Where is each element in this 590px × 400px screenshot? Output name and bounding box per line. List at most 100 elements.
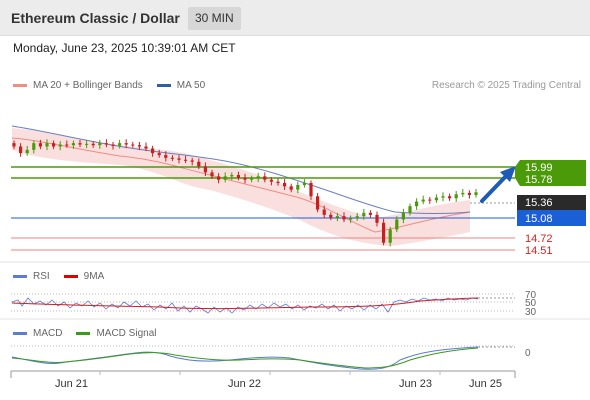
rsi-ma-swatch: [63, 275, 78, 278]
rsi-legend: RSI 9MA: [13, 271, 104, 282]
rsi-swatch: [13, 275, 27, 278]
candle-body: [401, 212, 405, 220]
research-credit: Research © 2025 Trading Central: [431, 80, 581, 91]
candle-body: [157, 153, 161, 156]
candle-body: [151, 148, 155, 154]
pivot-label-box: [517, 210, 586, 226]
candle-body: [38, 143, 42, 147]
candle-body: [85, 143, 89, 145]
candle-body: [52, 143, 56, 147]
candle-body: [217, 176, 221, 180]
macd-signal-legend-label: MACD Signal: [96, 328, 157, 339]
candle-body: [104, 143, 108, 145]
rsi-line: [11, 297, 479, 314]
resistance-label-2: 15.78: [525, 174, 553, 186]
candle-body: [461, 192, 465, 195]
candle-body: [98, 143, 102, 146]
support-label-2: 14.51: [525, 245, 553, 257]
ma20-line: [11, 137, 471, 233]
forecast-arrow: [480, 172, 510, 203]
rsi-axis-70: 70: [525, 290, 537, 301]
instrument-title: Ethereum Classic / Dollar: [11, 10, 180, 26]
candle-body: [170, 157, 174, 159]
candle-body: [65, 144, 69, 146]
candle-body: [177, 158, 181, 160]
candle-body: [441, 196, 445, 198]
forecast-arrowhead: [500, 166, 516, 182]
macd-legend-label: MACD: [33, 328, 63, 339]
candle-body: [210, 172, 214, 177]
candle-body: [276, 181, 280, 183]
rsi-ma-line: [11, 297, 479, 310]
macd-axis-0: 0: [525, 348, 531, 359]
candle-body: [190, 160, 194, 162]
rsi-ma-legend-label: 9MA: [83, 271, 105, 282]
candle-body: [388, 229, 392, 243]
bollinger-band: [12, 128, 470, 246]
candle-body: [349, 218, 353, 220]
candle-body: [269, 179, 273, 182]
candle-body: [368, 212, 372, 215]
candle-body: [250, 178, 254, 180]
rsi-legend-label: RSI: [33, 271, 50, 282]
candle-body: [256, 176, 260, 179]
candle-body: [342, 216, 346, 220]
candle-body: [428, 199, 432, 201]
candle-body: [124, 143, 128, 145]
candle-body: [197, 161, 201, 167]
candle-body: [283, 183, 287, 187]
candle-body: [19, 146, 23, 154]
candle-body: [58, 144, 62, 147]
main-legend: MA 20 + Bollinger Bands MA 50: [13, 80, 205, 91]
ma50-legend-label: MA 50: [176, 80, 206, 91]
candlestick-series: [12, 139, 478, 247]
candle-body: [71, 143, 75, 146]
candle-body: [375, 214, 379, 223]
ma20-legend-label: MA 20 + Bollinger Bands: [33, 80, 143, 91]
rsi-axis-50: 50: [525, 298, 537, 309]
macd-line: [11, 346, 479, 370]
candle-body: [263, 176, 267, 180]
candle-body: [322, 209, 326, 215]
candle-body: [243, 177, 247, 180]
macd-signal-swatch: [76, 332, 91, 335]
candle-body: [408, 206, 412, 213]
candle-body: [118, 143, 122, 146]
candle-body: [91, 143, 95, 146]
candle-body: [78, 143, 82, 145]
candle-body: [316, 196, 320, 210]
candle-body: [355, 216, 359, 219]
candle-body: [448, 196, 452, 199]
candle-body: [32, 143, 36, 150]
resistance-label-1: 15.99: [525, 162, 553, 174]
x-axis-label-jun21: Jun 21: [55, 378, 88, 390]
current-price-box: [517, 195, 586, 210]
x-axis-label-jun23: Jun 23: [399, 378, 432, 390]
macd-signal-line: [11, 347, 479, 369]
candle-body: [415, 201, 419, 207]
timestamp: Monday, June 23, 2025 10:39:01 AM CET: [13, 41, 236, 55]
candle-body: [289, 186, 293, 190]
candle-body: [12, 143, 16, 147]
candle-body: [335, 216, 339, 218]
candle-body: [184, 159, 188, 161]
pivot-label: 15.08: [525, 213, 553, 225]
candle-body: [203, 166, 207, 173]
candle-body: [395, 219, 399, 230]
timeframe-badge[interactable]: 30 MIN: [188, 7, 241, 30]
x-axis-label-jun22: Jun 22: [228, 378, 261, 390]
x-axis-label-jun25: Jun 25: [469, 378, 502, 390]
candle-body: [111, 144, 115, 146]
candle-body: [362, 212, 366, 217]
candle-body: [421, 199, 425, 202]
candle-body: [144, 146, 148, 149]
rsi-axis-30: 30: [525, 307, 537, 318]
current-price-label: 15.36: [525, 197, 553, 209]
candle-body: [223, 176, 227, 180]
macd-legend: MACD MACD Signal: [13, 328, 156, 339]
ma50-swatch: [156, 84, 171, 87]
candle-body: [434, 197, 438, 201]
candle-body: [164, 155, 168, 158]
candle-body: [454, 194, 458, 199]
